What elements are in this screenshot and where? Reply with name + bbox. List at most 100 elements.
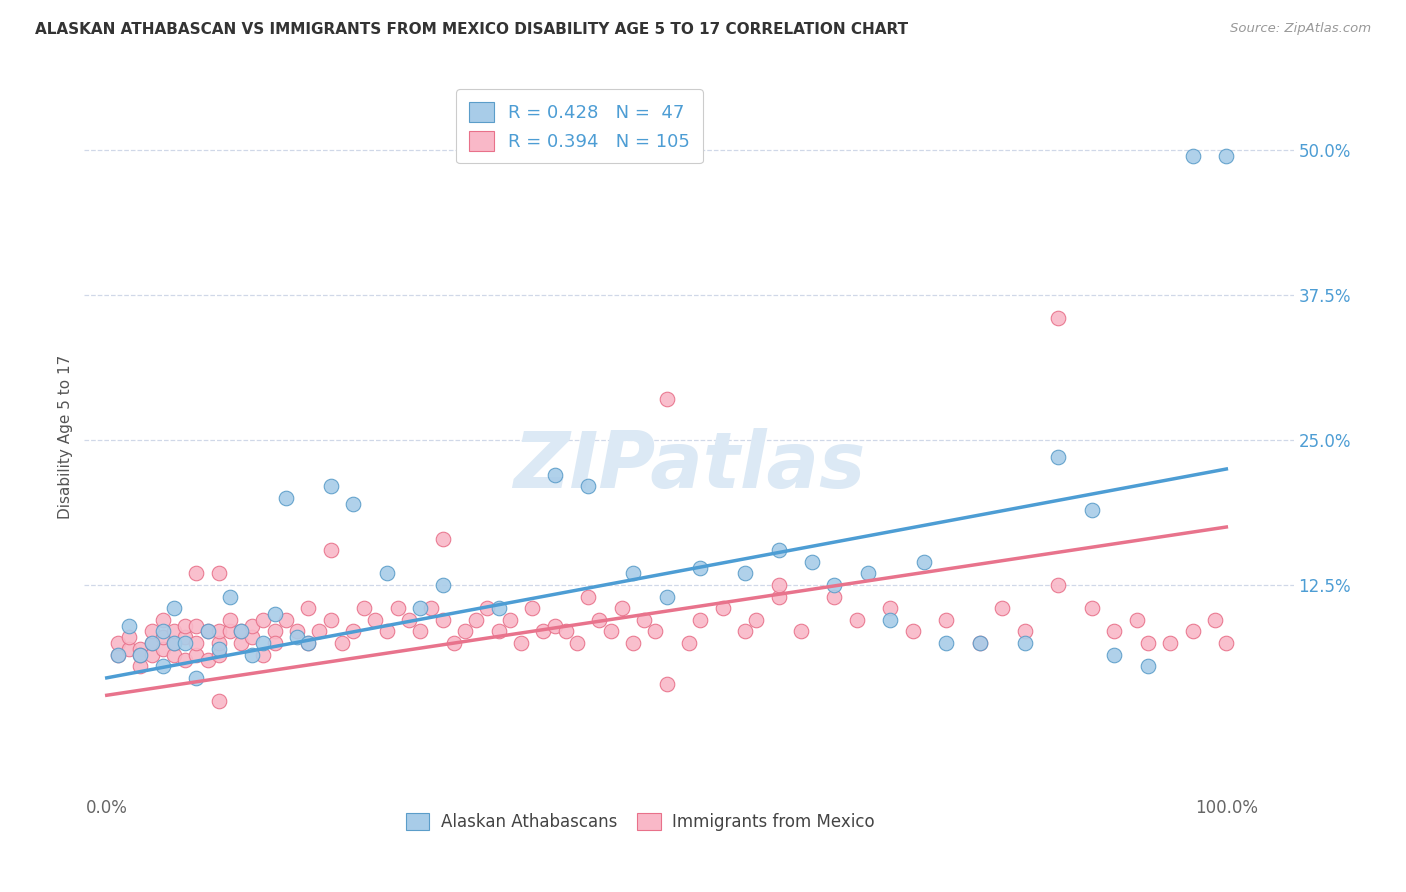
Point bbox=[152, 624, 174, 639]
Point bbox=[297, 636, 319, 650]
Point bbox=[263, 607, 285, 621]
Point bbox=[208, 566, 231, 581]
Point bbox=[1081, 502, 1104, 516]
Point bbox=[174, 630, 197, 644]
Point bbox=[935, 636, 957, 650]
Point bbox=[824, 590, 846, 604]
Point bbox=[543, 618, 565, 632]
Point bbox=[711, 601, 734, 615]
Point bbox=[141, 648, 163, 662]
Point bbox=[219, 613, 242, 627]
Point bbox=[186, 636, 208, 650]
Point bbox=[129, 659, 152, 673]
Point bbox=[308, 624, 330, 639]
Point bbox=[488, 601, 510, 615]
Point bbox=[734, 624, 756, 639]
Point bbox=[240, 630, 263, 644]
Point bbox=[342, 497, 364, 511]
Point bbox=[263, 624, 285, 639]
Point bbox=[745, 613, 768, 627]
Point bbox=[107, 648, 129, 662]
Point bbox=[488, 624, 510, 639]
Point bbox=[644, 624, 666, 639]
Point bbox=[152, 659, 174, 673]
Point bbox=[152, 630, 174, 644]
Point bbox=[186, 671, 208, 685]
Point bbox=[1104, 624, 1126, 639]
Point bbox=[229, 624, 252, 639]
Point bbox=[522, 601, 544, 615]
Point bbox=[197, 624, 219, 639]
Point bbox=[285, 630, 308, 644]
Point bbox=[768, 578, 790, 592]
Point bbox=[432, 613, 454, 627]
Point bbox=[353, 601, 375, 615]
Point bbox=[689, 560, 711, 574]
Point bbox=[969, 636, 991, 650]
Point bbox=[1014, 636, 1036, 650]
Point bbox=[330, 636, 353, 650]
Point bbox=[621, 636, 644, 650]
Point bbox=[208, 641, 231, 656]
Point bbox=[118, 641, 141, 656]
Point bbox=[655, 590, 678, 604]
Point bbox=[208, 636, 231, 650]
Point bbox=[1014, 624, 1036, 639]
Point bbox=[319, 543, 342, 558]
Point bbox=[531, 624, 554, 639]
Point bbox=[285, 624, 308, 639]
Point bbox=[252, 648, 274, 662]
Point bbox=[229, 624, 252, 639]
Point bbox=[633, 613, 655, 627]
Point bbox=[678, 636, 700, 650]
Point bbox=[768, 590, 790, 604]
Point bbox=[252, 636, 274, 650]
Point bbox=[240, 648, 263, 662]
Point bbox=[163, 601, 186, 615]
Point bbox=[901, 624, 924, 639]
Point bbox=[118, 618, 141, 632]
Point bbox=[297, 636, 319, 650]
Point bbox=[689, 613, 711, 627]
Point bbox=[240, 618, 263, 632]
Point bbox=[610, 601, 633, 615]
Point bbox=[1136, 636, 1159, 650]
Point bbox=[1136, 659, 1159, 673]
Point bbox=[655, 676, 678, 690]
Point bbox=[107, 636, 129, 650]
Point bbox=[387, 601, 409, 615]
Point bbox=[576, 479, 599, 493]
Point bbox=[152, 641, 174, 656]
Point bbox=[576, 590, 599, 604]
Point bbox=[1104, 648, 1126, 662]
Point bbox=[991, 601, 1014, 615]
Point bbox=[219, 624, 242, 639]
Point bbox=[163, 624, 186, 639]
Point bbox=[174, 636, 197, 650]
Point bbox=[129, 641, 152, 656]
Point bbox=[465, 613, 488, 627]
Point bbox=[186, 618, 208, 632]
Point bbox=[454, 624, 477, 639]
Point bbox=[565, 636, 588, 650]
Point bbox=[824, 578, 846, 592]
Point bbox=[1081, 601, 1104, 615]
Point bbox=[1047, 578, 1070, 592]
Point bbox=[768, 543, 790, 558]
Point bbox=[118, 630, 141, 644]
Point bbox=[969, 636, 991, 650]
Point bbox=[477, 601, 499, 615]
Point bbox=[107, 648, 129, 662]
Point bbox=[879, 613, 901, 627]
Point bbox=[375, 624, 398, 639]
Point bbox=[163, 636, 186, 650]
Point bbox=[1047, 311, 1070, 326]
Point bbox=[174, 653, 197, 667]
Point bbox=[319, 613, 342, 627]
Point bbox=[163, 636, 186, 650]
Point bbox=[879, 601, 901, 615]
Point bbox=[174, 618, 197, 632]
Point bbox=[409, 601, 432, 615]
Point bbox=[163, 648, 186, 662]
Point bbox=[219, 590, 242, 604]
